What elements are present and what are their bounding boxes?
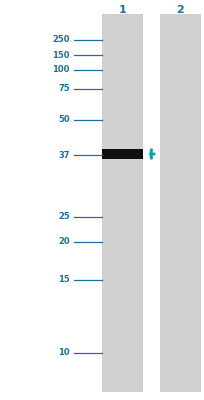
Bar xyxy=(102,14,143,392)
Text: 250: 250 xyxy=(52,36,69,44)
Bar xyxy=(159,14,200,392)
Text: 20: 20 xyxy=(58,238,69,246)
Bar xyxy=(102,149,143,159)
Text: 1: 1 xyxy=(119,5,126,15)
Text: 75: 75 xyxy=(58,84,69,93)
Text: 150: 150 xyxy=(52,51,69,60)
Text: 10: 10 xyxy=(58,348,69,357)
Text: 37: 37 xyxy=(58,151,69,160)
Text: 100: 100 xyxy=(52,66,69,74)
Text: 25: 25 xyxy=(58,212,69,221)
Text: 15: 15 xyxy=(58,276,69,284)
Text: 50: 50 xyxy=(58,116,69,124)
Text: 2: 2 xyxy=(176,5,183,15)
